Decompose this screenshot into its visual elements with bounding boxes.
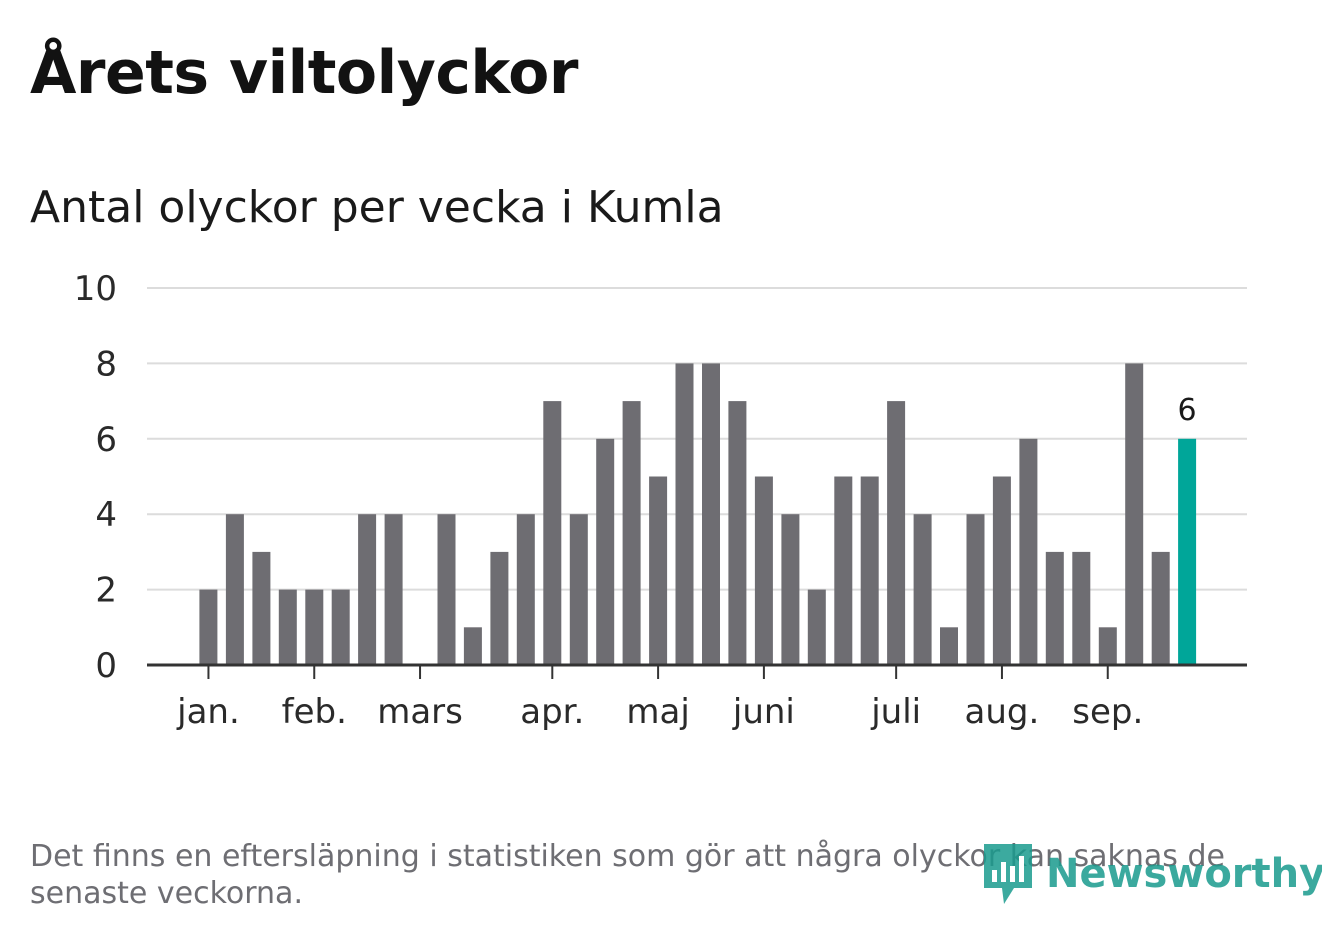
bar bbox=[860, 476, 879, 665]
bar bbox=[754, 476, 773, 665]
x-tick-label: aug. bbox=[965, 692, 1040, 732]
bar bbox=[1125, 363, 1144, 665]
x-tick-label: maj bbox=[626, 692, 689, 732]
x-tick-label: feb. bbox=[282, 692, 347, 732]
bar bbox=[702, 363, 720, 665]
bar bbox=[225, 514, 244, 665]
bar bbox=[675, 363, 694, 665]
bar bbox=[331, 589, 350, 665]
x-tick-label: juli bbox=[870, 692, 921, 732]
bar bbox=[252, 551, 271, 665]
x-tick-label: jan. bbox=[176, 692, 240, 732]
bar bbox=[384, 514, 403, 665]
bar bbox=[992, 476, 1011, 665]
bar bbox=[966, 514, 985, 665]
bar bbox=[1045, 551, 1064, 665]
bar bbox=[490, 551, 509, 665]
bar bbox=[728, 401, 747, 665]
bar-highlight bbox=[1178, 438, 1197, 665]
chart-title: Årets viltolyckor bbox=[30, 38, 579, 108]
bar bbox=[543, 401, 562, 665]
bar bbox=[807, 589, 826, 665]
bar bbox=[569, 514, 588, 665]
bar bbox=[358, 514, 377, 665]
x-tick-label: juni bbox=[732, 692, 795, 732]
bar bbox=[940, 627, 958, 665]
y-tick-label: 6 bbox=[95, 420, 117, 460]
bar bbox=[516, 514, 535, 665]
x-tick-label: mars bbox=[377, 692, 463, 732]
logo-text: Newsworthy bbox=[1046, 851, 1322, 897]
bar bbox=[278, 589, 297, 665]
bar bbox=[437, 514, 456, 665]
newsworthy-logo: Newsworthy bbox=[980, 840, 1322, 908]
bar bbox=[463, 627, 482, 665]
bar bbox=[1019, 438, 1038, 665]
bar bbox=[622, 401, 641, 665]
bar bbox=[1098, 627, 1117, 665]
data-label: 6 bbox=[1178, 393, 1197, 428]
y-tick-label: 10 bbox=[74, 269, 117, 309]
y-tick-label: 4 bbox=[95, 495, 117, 535]
bar bbox=[649, 476, 668, 665]
x-tick-label: apr. bbox=[520, 692, 584, 732]
y-tick-label: 2 bbox=[95, 571, 117, 611]
chart-subtitle: Antal olyckor per vecka i Kumla bbox=[30, 182, 724, 233]
bar bbox=[834, 476, 853, 665]
newsworthy-logo-icon bbox=[984, 844, 1032, 904]
bar bbox=[887, 401, 906, 665]
bar bbox=[596, 438, 615, 665]
y-tick-label: 8 bbox=[95, 344, 117, 384]
x-tick-label: sep. bbox=[1072, 692, 1143, 732]
bar bbox=[305, 589, 324, 665]
y-tick-label: 0 bbox=[95, 646, 117, 686]
bar bbox=[1072, 551, 1091, 665]
bar bbox=[199, 589, 218, 665]
bar bbox=[1151, 551, 1170, 665]
bar bbox=[781, 514, 800, 665]
bar bbox=[913, 514, 932, 665]
